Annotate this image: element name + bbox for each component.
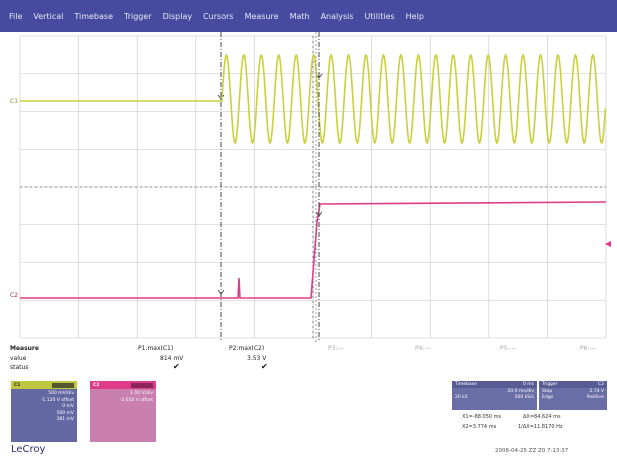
- channel-1-val-5: 381 mV: [56, 417, 74, 422]
- channel-1-desc-label: C1: [14, 382, 21, 388]
- cursor-dx-readout: ΔX=84.624 ms: [523, 414, 561, 420]
- trigger-slope: Positive: [586, 395, 604, 400]
- channel-1-offset: -1.120 V offset: [40, 397, 74, 403]
- trigger-type: Edge: [542, 395, 554, 400]
- trigger-level: 2.74 V: [589, 389, 604, 394]
- menu-trigger[interactable]: Trigger: [124, 11, 152, 21]
- menu-vertical[interactable]: Vertical: [33, 11, 64, 21]
- menu-analysis[interactable]: Analysis: [320, 11, 354, 21]
- trigger-descriptor[interactable]: Trigger C2 Stop 2.74 V Edge Positive: [539, 381, 607, 410]
- menu-display[interactable]: Display: [162, 11, 193, 21]
- channel-1-val-3: 0 mV: [62, 404, 74, 409]
- channel-2-label[interactable]: C2: [10, 292, 18, 299]
- trigger-mode: Stop: [542, 389, 553, 394]
- channel-2-desc-label: C2: [93, 382, 100, 388]
- measure-p2-value: 3.53 V: [247, 355, 267, 362]
- cursor-freq-readout: 1/ΔX=11.8170 Hz: [518, 424, 563, 430]
- timebase-rate: 500 kS/s: [514, 395, 534, 400]
- channel-1-val-4: 500 mV: [56, 410, 74, 416]
- cursor-x2-readout: X2=3.774 ms: [462, 424, 497, 430]
- check-icon: ✔: [173, 362, 180, 371]
- waveform-display[interactable]: C1 C2: [0, 32, 617, 342]
- timebase-descriptor[interactable]: Timebase 0 ms 20.0 ms/div 20 kS 500 kS/s: [452, 381, 537, 410]
- menu-file[interactable]: File: [9, 11, 23, 21]
- channel-2-vdiv: 1.00 V/div: [130, 391, 153, 396]
- channel-1-desc-swatch: [52, 382, 74, 388]
- timebase-per-div: 20.0 ms/div: [507, 389, 534, 394]
- cursor-x1-readout: X1=-88.050 ms: [462, 414, 502, 420]
- measure-p3-header[interactable]: P3:---: [328, 345, 344, 352]
- trigger-position-marker[interactable]: [313, 341, 318, 342]
- channel-1-descriptor[interactable]: C1 500 mV/div -1.120 V offset 0 mV 500 m…: [11, 381, 77, 442]
- measure-p6-header[interactable]: P6:---: [580, 345, 596, 352]
- lecroy-logo: LeCroy: [11, 444, 46, 455]
- check-icon: ✔: [261, 362, 268, 371]
- menu-math[interactable]: Math: [289, 11, 310, 21]
- channel-1-vdiv: 500 mV/div: [48, 391, 74, 396]
- measure-row-value: value: [10, 355, 27, 362]
- trigger-level-marker[interactable]: [605, 241, 611, 247]
- channel-1-label[interactable]: C1: [10, 98, 18, 105]
- channel-2-offset: -2.650 V offset: [119, 397, 153, 403]
- menu-utilities[interactable]: Utilities: [364, 11, 395, 21]
- trigger-label: Trigger: [542, 382, 558, 387]
- channel-2-trace: [20, 201, 607, 299]
- menu-help[interactable]: Help: [405, 11, 424, 21]
- trigger-source: C2: [597, 382, 604, 387]
- measure-p5-header[interactable]: P5:---: [500, 345, 516, 352]
- date-time: 2006-04-25 ZZ Z0 7:13:37: [495, 448, 569, 454]
- measure-p2-header[interactable]: P2:max(C2): [229, 345, 265, 352]
- menu-cursors[interactable]: Cursors: [203, 11, 234, 21]
- menu-bar: File Vertical Timebase Trigger Display Cursor…: [0, 0, 617, 32]
- channel-2-desc-swatch: [131, 382, 153, 388]
- timebase-label: Timebase: [455, 382, 477, 387]
- menu-measure[interactable]: Measure: [244, 11, 279, 21]
- timebase-delay: 0 ms: [522, 382, 534, 387]
- graticule: [19, 35, 607, 339]
- measure-p4-header[interactable]: P4:---: [415, 345, 431, 352]
- measure-title[interactable]: Measure: [10, 345, 39, 352]
- measure-p1-value: 814 mV: [160, 355, 184, 362]
- channel-1-trace: [20, 53, 607, 145]
- trace-markers: [217, 73, 323, 295]
- timebase-samples: 20 kS: [455, 395, 468, 400]
- channel-2-descriptor[interactable]: C2 1.00 V/div -2.650 V offset: [90, 381, 156, 442]
- measure-p1-header[interactable]: P1:max(C1): [138, 345, 174, 352]
- measure-row-status: status: [10, 364, 29, 371]
- menu-timebase[interactable]: Timebase: [74, 11, 113, 21]
